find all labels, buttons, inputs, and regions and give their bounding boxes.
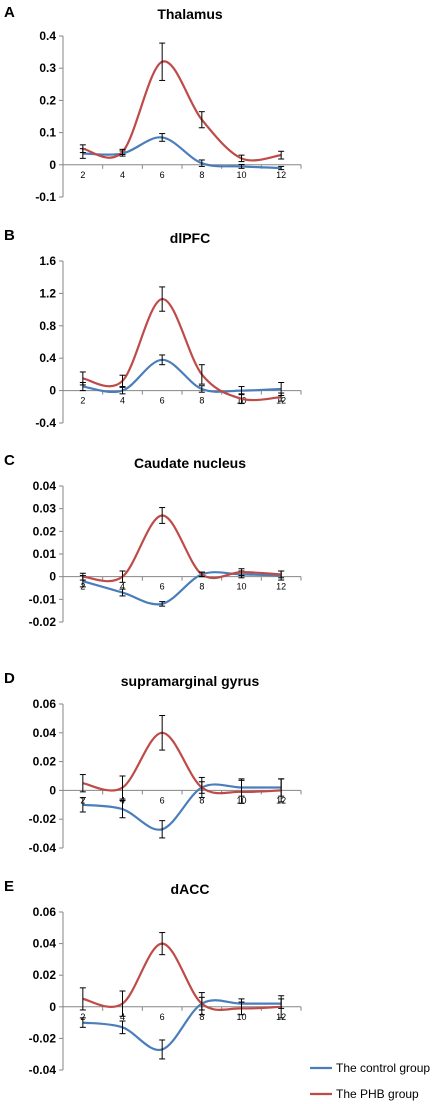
x-tick-label: 2 [80,396,85,406]
x-tick-label: 6 [160,396,165,406]
y-tick-label: 0.4 [39,29,56,43]
panel-letter: D [4,670,15,687]
y-tick-label: -0.02 [29,615,57,629]
chart-title: dlPFC [170,230,210,246]
y-tick-label: -0.4 [35,416,56,430]
y-tick-label: 0.8 [39,319,56,333]
series-line-phb [82,60,282,162]
x-tick-label: 12 [276,170,286,180]
y-tick-label: 0.2 [39,93,56,107]
y-tick-label: 0 [49,1000,56,1014]
x-tick-label: 4 [120,1012,125,1022]
y-tick-label: 0.02 [33,524,57,538]
series-line-phb [82,514,282,583]
panel-letter: E [4,878,14,895]
x-tick-label: 6 [160,582,165,592]
y-tick-label: 0 [49,783,56,797]
y-tick-label: -0.04 [29,841,57,855]
y-tick-label: 0.04 [33,726,57,740]
legend-label: The control group [336,1061,430,1075]
y-tick-label: 0.02 [33,755,57,769]
y-tick-label: 0 [49,570,56,584]
x-tick-label: 2 [80,1012,85,1022]
panel-letter: A [4,4,15,21]
y-tick-label: 0.02 [33,968,57,982]
series-line-control [82,136,282,170]
x-tick-label: 10 [236,170,246,180]
x-tick-label: 6 [160,1012,165,1022]
panel-letter: C [4,452,15,469]
series-line-phb [82,731,282,795]
x-tick-label: 10 [236,582,246,592]
chart-panel-a: A Thalamus 0.4 0.3 0.2 0.1 0 -0.1 2 4 6 8 10 12 [4,4,302,204]
series-line-control [82,783,282,831]
x-tick-label: 8 [199,795,204,805]
chart-title: Thalamus [157,6,223,22]
x-tick-label: 10 [236,1012,246,1022]
y-tick-label: -0.01 [29,592,57,606]
y-tick-label: 0.06 [33,697,57,711]
y-tick-label: 0.06 [33,905,57,919]
x-tick-label: 8 [199,396,204,406]
panel-letter: B [4,227,15,244]
y-tick-label: 0 [49,158,56,172]
chart-panel-c: C Caudate nucleus 0.04 0.03 0.02 0.01 0 -0.01 -0… [4,452,302,629]
y-tick-label: -0.02 [29,812,57,826]
series-line-control [82,571,282,606]
y-tick-label: 0.04 [33,937,57,951]
y-tick-label: 0.4 [39,351,56,365]
x-tick-label: 12 [276,582,286,592]
y-tick-label: 0.01 [33,547,57,561]
chart-title: supramarginal gyrus [121,673,260,689]
y-tick-label: -0.04 [29,1063,57,1077]
y-tick-label: -0.02 [29,1031,57,1045]
chart-title: dACC [171,881,210,897]
x-tick-label: 4 [120,396,125,406]
y-tick-label: 0.3 [39,61,56,75]
x-tick-label: 8 [199,1012,204,1022]
x-tick-label: 8 [199,582,204,592]
x-tick-label: 8 [199,170,204,180]
y-tick-label: 0 [49,384,56,398]
y-tick-label: 1.2 [39,286,56,300]
series-line-control [82,358,282,394]
x-tick-label: 6 [160,795,165,805]
x-tick-label: 2 [80,170,85,180]
y-tick-label: 0.04 [33,479,57,493]
series-line-control [82,999,282,1051]
x-tick-label: 4 [120,170,125,180]
legend-label: The PHB group [336,1087,419,1101]
legend: The control group The PHB group [310,1061,430,1101]
x-tick-label: 4 [120,582,125,592]
y-tick-label: 0.03 [33,502,57,516]
y-tick-label: -0.1 [35,190,56,204]
y-tick-label: 1.6 [39,254,56,268]
y-tick-label: 0.1 [39,126,56,140]
x-tick-label: 6 [160,170,165,180]
series-line-phb [82,942,282,1011]
series-line-phb [82,297,282,402]
chart-title: Caudate nucleus [134,455,246,471]
